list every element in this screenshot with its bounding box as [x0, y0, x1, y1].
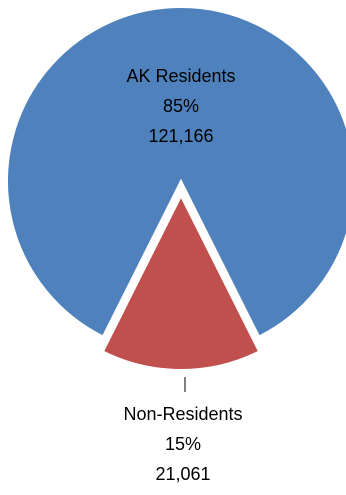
slice-value-label: 121,166 [148, 126, 213, 146]
slice-label-non-residents: Non-Residents 15% 21,061 [123, 404, 242, 484]
slice-percent-label: 85% [163, 96, 199, 116]
slice-value-label: 21,061 [155, 464, 210, 484]
slice-name-label: Non-Residents [123, 404, 242, 424]
pie-slice-non-residents [101, 193, 261, 371]
slice-percent-label: 15% [165, 434, 201, 454]
slice-name-label: AK Residents [126, 66, 235, 86]
pie-slices [6, 6, 346, 371]
pie-slice-ak-residents [6, 6, 346, 338]
slice-label-ak-residents: AK Residents 85% 121,166 [126, 66, 235, 146]
